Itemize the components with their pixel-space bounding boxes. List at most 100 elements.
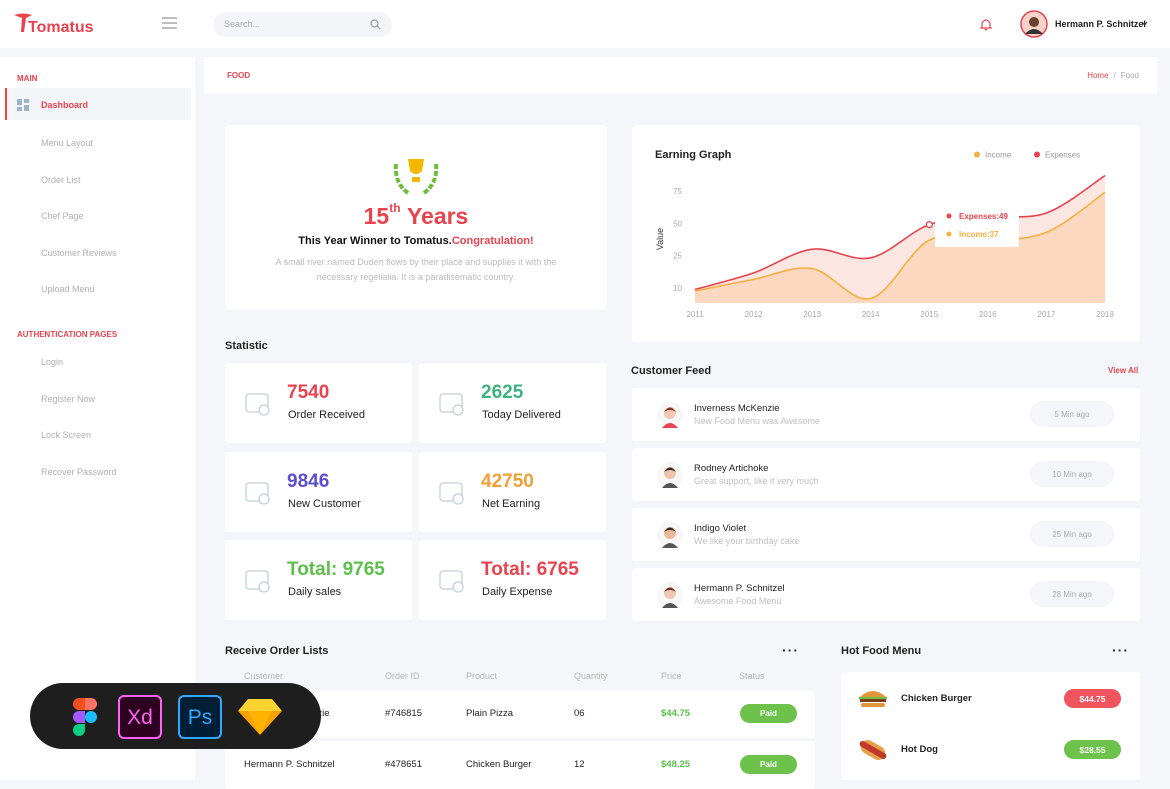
x-tick-label: 2014: [862, 310, 880, 319]
feed-message: New Food Menu was Awesome: [694, 416, 820, 426]
icon-detail: [258, 581, 270, 593]
stat-card: 42750 Net Earning: [419, 452, 606, 532]
tooltip-text: Expenses:49: [959, 212, 1008, 221]
handle: [376, 25, 381, 30]
feed-message: We like your birthday cake: [694, 536, 800, 546]
column-header: Price: [661, 671, 682, 681]
x-tick-label: 2018: [1096, 310, 1114, 319]
table-cell: $48.25: [661, 759, 691, 770]
stat-icon: [439, 570, 464, 593]
feed-name: Inverness McKenzie: [694, 403, 780, 414]
stat-card: 9846 New Customer: [225, 452, 412, 532]
avatar-hair: [664, 467, 676, 472]
avatar-body: [1025, 29, 1043, 34]
lens: [370, 19, 379, 28]
stat-label: Net Earning: [482, 498, 541, 510]
sidebar-link[interactable]: Order List: [41, 174, 81, 185]
feed-message: Awesome Food Menu: [694, 596, 782, 606]
award-years: 15th Years: [225, 201, 607, 230]
line: [694, 174, 1106, 291]
stat-card: Total: 9765 Daily sales: [225, 540, 412, 620]
award-headline: This Year Winner to Tomatus.Congratulati…: [225, 235, 607, 247]
sidebar-link[interactable]: Customer Reviews: [41, 247, 117, 258]
icon-detail: [258, 493, 270, 505]
sidebar-link[interactable]: Chef Page: [41, 211, 84, 221]
award-word: Years: [406, 203, 469, 229]
view-all-link[interactable]: View All: [1108, 366, 1139, 375]
x-tick-label: 2016: [979, 310, 997, 319]
stat-label: Daily Expense: [482, 586, 553, 598]
stat-card: Total: 6765 Daily Expense: [419, 540, 606, 620]
sketch-top: [238, 699, 282, 711]
sidebar-link[interactable]: Lock Screen: [41, 430, 92, 440]
sketch-icon: [238, 699, 282, 735]
trophy-icon: [393, 159, 439, 195]
legend-label: Expenses: [1045, 151, 1080, 160]
tooltip-text: Income:37: [959, 230, 999, 239]
table-row: [225, 690, 815, 738]
breadcrumb-current: Food: [1120, 71, 1139, 80]
feed-time: 28 Min ago: [1030, 581, 1114, 607]
stat-card: 7540 Order Received: [225, 363, 412, 443]
avatar-body: [662, 483, 678, 488]
menu-toggle[interactable]: [162, 17, 177, 29]
tooltip-dot: [946, 231, 952, 237]
user-name: Hermann P. Schnitzel: [1055, 19, 1146, 29]
section-title: Hot Food Menu: [841, 645, 922, 657]
stat-label: Daily sales: [288, 586, 342, 598]
legend-marker: [1034, 151, 1040, 158]
avatar-hair: [664, 527, 676, 532]
sidebar-link[interactable]: Recover Password: [41, 466, 117, 477]
ps-label: Ps: [187, 706, 213, 729]
stat-icon: [245, 482, 270, 505]
feed-message: Great support, like it very much: [694, 476, 819, 486]
column-header: Quantity: [574, 671, 608, 681]
feed-avatar: [657, 402, 683, 428]
feed-avatar: [657, 522, 683, 548]
legend-label: Income: [985, 151, 1012, 160]
caret-shape: [1141, 21, 1148, 26]
avatar-body: [662, 423, 678, 428]
feed-item: Inverness McKenzie New Food Menu was Awes…: [632, 388, 1140, 441]
brand: Tomatus: [28, 19, 94, 36]
feed-item: Rodney Artichoke Great support, like it v…: [632, 448, 1140, 501]
sidebar-link[interactable]: Register Now: [41, 393, 96, 404]
icon-outline: [245, 482, 269, 502]
icon-outline: [439, 393, 463, 413]
stat-card: 2625 Today Delivered: [419, 363, 606, 443]
section-title: Customer Feed: [631, 365, 712, 377]
figma-icon: [73, 698, 97, 736]
icon-outline: [439, 482, 463, 502]
stat-label: Order Received: [288, 409, 366, 421]
ps-icon: Ps: [178, 695, 222, 739]
feed-time: 10 Min ago: [1030, 461, 1114, 487]
notification-bell[interactable]: [980, 18, 992, 31]
logo-mark: [14, 13, 32, 32]
food-icon: [859, 691, 887, 707]
stat-value: 2625: [481, 382, 524, 403]
avatar-body: [662, 543, 678, 548]
more-menu[interactable]: ···: [1112, 642, 1129, 658]
sidebar-link[interactable]: Login: [41, 357, 64, 367]
stat-label: Today Delivered: [482, 409, 561, 421]
avatar-hair: [664, 587, 676, 592]
feed-time-text: 28 Min ago: [1052, 590, 1092, 599]
figma-shape: [73, 711, 85, 723]
avatar-body: [662, 603, 678, 608]
y-axis-label: Value: [655, 228, 665, 250]
bun-bottom: [861, 703, 885, 707]
icon-outline: [245, 393, 269, 413]
x-tick-label: 2012: [745, 310, 763, 319]
laurel-right: [422, 162, 439, 195]
award-count: 15: [363, 203, 390, 229]
more-menu[interactable]: ···: [782, 642, 799, 658]
user-menu[interactable]: Hermann P. Schnitzel: [1055, 19, 1148, 29]
feed-avatar: [657, 582, 683, 608]
sidebar-link[interactable]: Menu Layout: [41, 138, 94, 148]
x-tick-label: 2017: [1038, 310, 1056, 319]
sidebar-link[interactable]: Upload Menu: [41, 284, 95, 294]
sidebar-link[interactable]: Dashboard: [41, 100, 89, 110]
search-box[interactable]: Search...: [213, 12, 392, 37]
headline-highlight: Congratulation!: [451, 235, 534, 247]
